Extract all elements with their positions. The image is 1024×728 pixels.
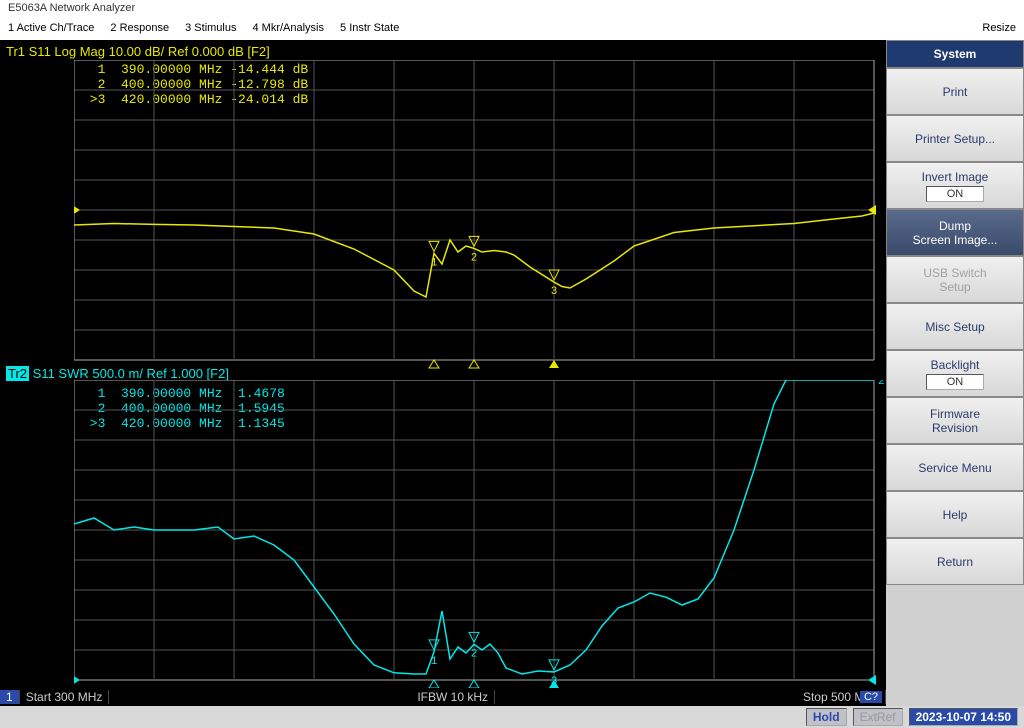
svg-text:3: 3 <box>551 286 558 298</box>
menu-mkr-analysis[interactable]: 4 Mkr/Analysis <box>252 22 324 38</box>
panel-btn-help[interactable]: Help <box>886 491 1024 538</box>
trace2-label: S11 SWR 500.0 m/ Ref 1.000 [F2] <box>29 366 229 381</box>
panel-btn-firmware[interactable]: FirmwareRevision <box>886 397 1024 444</box>
panel-btn-service-menu[interactable]: Service Menu <box>886 444 1024 491</box>
svg-text:2: 2 <box>878 380 884 388</box>
trace1-header: Tr1 S11 Log Mag 10.00 dB/ Ref 0.000 dB [… <box>6 44 270 60</box>
status-channel: 1 <box>0 690 20 704</box>
panel-btn-backlight[interactable]: BacklightON <box>886 350 1024 397</box>
panel-btn-misc-setup[interactable]: Misc Setup <box>886 303 1024 350</box>
status-start: Start 300 MHz <box>20 690 110 704</box>
status-c-badge[interactable]: C? <box>860 691 882 703</box>
bottom-info-bar: Hold ExtRef 2023-10-07 14:50 <box>0 706 1024 728</box>
svg-text:2: 2 <box>471 648 478 660</box>
menu-active-ch[interactable]: 1 Active Ch/Trace <box>8 22 94 38</box>
trace2-chart[interactable]: 6.0005.5005.0004.5004.0003.5003.0002.500… <box>74 380 884 690</box>
svg-text:1: 1 <box>431 656 438 668</box>
main-display: Tr1 S11 Log Mag 10.00 dB/ Ref 0.000 dB [… <box>0 40 886 706</box>
side-panel: System PrintPrinter Setup...Invert Image… <box>886 40 1024 706</box>
panel-btn-print[interactable]: Print <box>886 68 1024 115</box>
panel-btn-dump[interactable]: DumpScreen Image... <box>886 209 1024 256</box>
panel-btn-invert-image[interactable]: Invert ImageON <box>886 162 1024 209</box>
trace1-chart[interactable]: 50.0040.0030.0020.0010.000.000-10.00-20.… <box>74 60 884 370</box>
status-ifbw: IFBW 10 kHz <box>411 690 495 704</box>
trace2-box: Tr2 <box>6 366 29 381</box>
hold-indicator: Hold <box>806 708 847 726</box>
menu-stimulus[interactable]: 3 Stimulus <box>185 22 236 38</box>
menu-bar: 1 Active Ch/Trace 2 Response 3 Stimulus … <box>0 20 1024 40</box>
resize-link[interactable]: Resize <box>982 22 1016 34</box>
panel-btn-usb-switch: USB SwitchSetup <box>886 256 1024 303</box>
panel-btn-printer-setup-[interactable]: Printer Setup... <box>886 115 1024 162</box>
title-bar: E5063A Network Analyzer <box>0 0 1024 20</box>
menu-response[interactable]: 2 Response <box>110 22 169 38</box>
trace1-label: Tr1 S11 Log Mag 10.00 dB/ Ref 0.000 dB [… <box>6 44 270 59</box>
panel-btn-return[interactable]: Return <box>886 538 1024 585</box>
svg-text:1: 1 <box>431 257 438 269</box>
extref-indicator: ExtRef <box>853 708 903 726</box>
panel-header: System <box>886 40 1024 68</box>
chart-container: Tr1 S11 Log Mag 10.00 dB/ Ref 0.000 dB [… <box>0 40 886 706</box>
datetime-display: 2023-10-07 14:50 <box>909 708 1018 726</box>
status-bar: 1 Start 300 MHz IFBW 10 kHz Stop 500 MHz… <box>0 688 886 706</box>
menu-instr-state[interactable]: 5 Instr State <box>340 22 399 38</box>
svg-text:2: 2 <box>471 252 478 264</box>
